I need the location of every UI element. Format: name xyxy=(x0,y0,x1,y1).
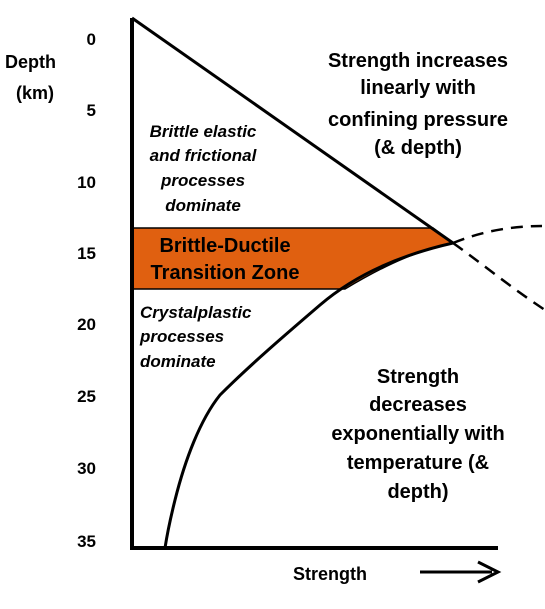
lower-note-line: Strength xyxy=(377,366,459,388)
strength-arrow-icon xyxy=(477,560,502,584)
brittle-extrapolation-dashed xyxy=(452,224,543,245)
upper-strength-note: Strength increases linearly with confini… xyxy=(328,50,508,159)
brittle-label-line: processes xyxy=(160,171,245,190)
transition-zone-label: Brittle-Ductile Transition Zone xyxy=(151,235,300,284)
lower-note-line: decreases xyxy=(369,394,467,416)
upper-note-line: linearly with xyxy=(360,77,476,99)
depth-tick: 5 xyxy=(87,101,96,120)
ductile-strength-curve xyxy=(163,241,454,549)
lower-note-line: exponentially with xyxy=(331,423,504,445)
brittle-label-line: Brittle elastic xyxy=(150,122,257,141)
depth-tick: 15 xyxy=(77,244,96,263)
upper-note-line: Strength increases xyxy=(328,50,508,72)
lower-note-line: temperature (& xyxy=(347,452,489,474)
strength-axis-label: Strength xyxy=(293,564,367,584)
depth-tick: 25 xyxy=(77,387,96,406)
crystalplastic-label-line: dominate xyxy=(140,352,216,371)
crystalplastic-label-line: processes xyxy=(139,327,224,346)
lower-note-line: depth) xyxy=(387,481,448,503)
brittle-label-line: dominate xyxy=(165,196,241,215)
depth-tick: 30 xyxy=(77,459,96,478)
depth-tick: 10 xyxy=(77,173,96,192)
depth-ticks: 0 5 10 15 20 25 30 35 xyxy=(77,30,96,551)
depth-tick: 0 xyxy=(87,30,96,49)
lower-strength-note: Strength decreases exponentially with te… xyxy=(331,366,504,503)
crystalplastic-label-line: Crystalplastic xyxy=(140,303,252,322)
depth-tick: 20 xyxy=(77,315,96,334)
crystalplastic-region-label: Crystalplastic processes dominate xyxy=(139,303,252,371)
brittle-region-label: Brittle elastic and frictional processes… xyxy=(150,122,258,215)
brittle-label-line: and frictional xyxy=(150,146,258,165)
brittle-strength-line xyxy=(131,16,454,245)
transition-label-line: Transition Zone xyxy=(151,262,300,284)
depth-axis-label: Depth xyxy=(5,52,56,72)
upper-note-line: confining pressure xyxy=(328,109,508,131)
upper-note-line: (& depth) xyxy=(374,137,462,159)
depth-tick: 35 xyxy=(77,532,96,551)
transition-label-line: Brittle-Ductile xyxy=(159,235,290,257)
depth-axis-unit: (km) xyxy=(16,83,54,103)
ductile-extrapolation-dashed xyxy=(452,241,545,312)
